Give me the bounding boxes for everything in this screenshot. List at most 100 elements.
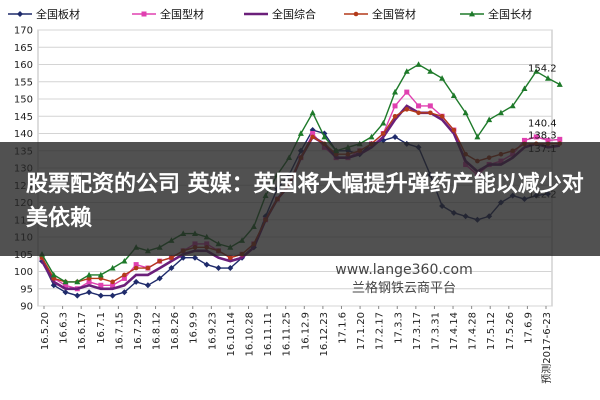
y-tick-label: 165 (14, 43, 33, 54)
data-point (98, 282, 104, 288)
x-tick-label: 16.6.17 (77, 312, 88, 350)
y-tick-label: 155 (14, 77, 33, 88)
y-tick-label: 100 (14, 267, 33, 278)
data-point (62, 278, 69, 285)
data-point (309, 109, 316, 116)
data-point (451, 127, 457, 133)
legend: 全国板材 全国型材 全国综合 全国管材 全国长材 (8, 7, 532, 21)
watermark-name: 兰格钢铁云商平台 (352, 280, 456, 296)
data-point (533, 134, 539, 140)
x-tick-label: 17.5.26 (505, 312, 516, 350)
legend-marker (469, 10, 475, 17)
data-point (109, 264, 116, 271)
x-tick-label: 16.7.1 (96, 312, 107, 344)
y-tick-label: 160 (14, 60, 33, 71)
data-point (97, 292, 104, 299)
x-tick-label: 17.6.9 (523, 312, 534, 344)
data-point (427, 68, 434, 74)
data-point (368, 133, 375, 140)
data-point (215, 265, 222, 272)
data-point (439, 113, 445, 119)
y-tick-label: 95 (20, 284, 33, 295)
x-tick-label: 17.2.17 (375, 312, 386, 350)
x-tick-label: 16.10.14 (226, 312, 237, 357)
legend-label: 全国板材 (36, 7, 80, 21)
data-point (380, 131, 386, 136)
data-point (122, 272, 127, 278)
end-value-label: 154.2 (528, 63, 557, 74)
legend-marker (17, 11, 23, 17)
y-tick-label: 170 (14, 26, 33, 37)
x-tick-label: 17.4.28 (468, 312, 479, 350)
data-point (74, 278, 81, 285)
data-point (62, 289, 69, 296)
x-tick-label: 16.5.20 (40, 312, 51, 350)
data-point (486, 116, 493, 123)
data-point (392, 103, 398, 109)
data-point (133, 265, 139, 271)
x-tick-label: 16.8.26 (170, 312, 181, 350)
x-tick-label: 17.5.12 (486, 312, 497, 350)
y-tick-label: 145 (14, 112, 33, 123)
data-point (110, 279, 115, 285)
data-point (462, 109, 469, 116)
data-point (227, 265, 234, 272)
y-tick-label: 150 (14, 95, 33, 106)
data-point (497, 109, 504, 116)
data-point (97, 271, 104, 278)
headline-banner: 股票配资的公司 英媒：英国将大幅提升弹药产能以减少对美依赖 (0, 142, 600, 256)
data-point (403, 68, 410, 74)
data-point (203, 261, 210, 268)
x-tick-label: 16.6.3 (59, 312, 70, 344)
x-tick-label: 16.11.25 (282, 312, 293, 357)
x-tick-label: 16.11.11 (263, 312, 274, 357)
data-point (474, 133, 481, 140)
data-point (133, 278, 140, 285)
legend-marker (141, 11, 147, 17)
data-point (86, 279, 92, 285)
data-point (321, 133, 328, 140)
data-point (86, 289, 93, 296)
headline-text: 股票配资的公司 英媒：英国将大幅提升弹药产能以减少对美依赖 (26, 172, 584, 231)
watermark-site: www.lange360.com (335, 262, 472, 278)
x-tick-label: 17.1.20 (356, 312, 367, 350)
data-point (63, 282, 69, 288)
data-point (509, 102, 516, 109)
x-tick-label: 16.9.9 (189, 312, 200, 344)
data-point (145, 265, 151, 271)
x-tick-label: 17.1.6 (337, 312, 348, 344)
data-point (450, 92, 457, 98)
data-point (191, 254, 198, 261)
legend-label: 全国型材 (160, 7, 204, 21)
x-tick-label: 16.10.28 (245, 312, 256, 357)
data-point (416, 103, 422, 109)
legend-label: 全国综合 (272, 7, 316, 21)
x-tick-label: 16.12.23 (319, 312, 330, 357)
x-tick-label: 16.12.9 (300, 312, 311, 350)
x-tick-label: 17.3.3 (393, 312, 404, 344)
data-point (169, 255, 174, 260)
data-point (392, 133, 399, 140)
data-point (310, 131, 316, 136)
data-point (380, 119, 387, 126)
end-value-label: 140.4 (528, 119, 557, 130)
x-tick-label: 17.3.17 (412, 312, 423, 350)
data-point (404, 107, 410, 112)
data-point (392, 113, 398, 119)
x-tick-label: 16.8.12 (152, 312, 163, 350)
data-point (297, 130, 304, 136)
data-point (416, 110, 421, 116)
data-point (404, 89, 410, 95)
data-point (556, 81, 563, 87)
data-point (156, 275, 163, 282)
data-point (168, 265, 175, 272)
data-point (121, 257, 128, 264)
data-point (415, 61, 422, 67)
data-point (86, 271, 93, 278)
data-point (50, 271, 57, 278)
data-point (110, 282, 116, 288)
legend-marker (353, 11, 359, 17)
data-point (121, 289, 128, 296)
legend-label: 全国长材 (488, 7, 532, 21)
end-value-label: 138.3 (528, 130, 557, 141)
